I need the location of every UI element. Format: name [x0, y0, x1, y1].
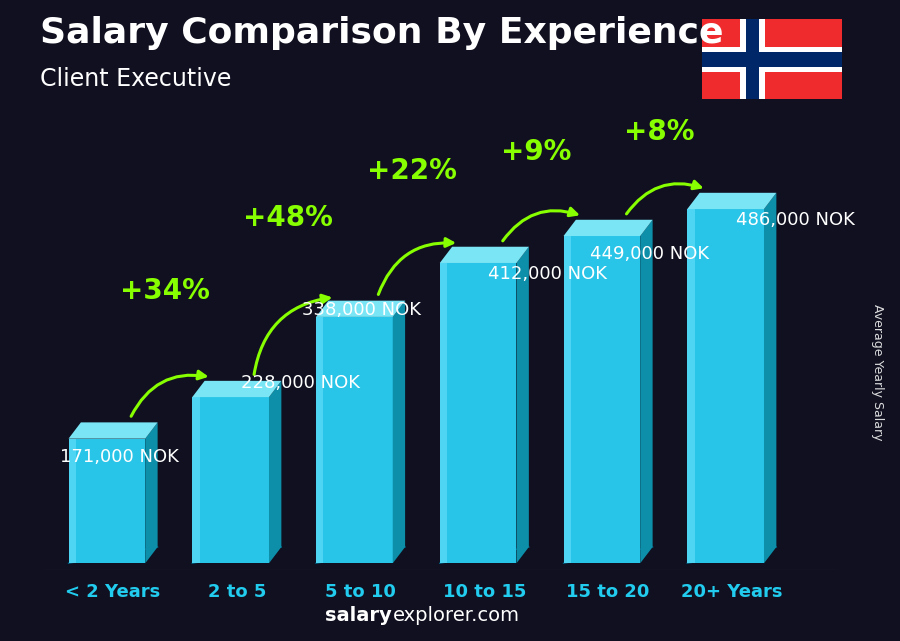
- Text: < 2 Years: < 2 Years: [66, 583, 161, 601]
- Polygon shape: [688, 209, 695, 563]
- Polygon shape: [68, 422, 158, 438]
- Text: 412,000 NOK: 412,000 NOK: [488, 265, 607, 283]
- Polygon shape: [688, 209, 764, 563]
- Text: 10 to 15: 10 to 15: [443, 583, 526, 601]
- Text: Average Yearly Salary: Average Yearly Salary: [871, 304, 884, 440]
- Text: +9%: +9%: [500, 138, 571, 165]
- FancyArrowPatch shape: [626, 181, 700, 214]
- Polygon shape: [193, 397, 200, 563]
- Text: 2 to 5: 2 to 5: [208, 583, 266, 601]
- Bar: [746, 19, 759, 99]
- Text: +34%: +34%: [120, 277, 210, 305]
- Polygon shape: [392, 301, 405, 563]
- Polygon shape: [688, 193, 777, 209]
- Bar: [702, 52, 842, 67]
- Polygon shape: [193, 381, 282, 397]
- Polygon shape: [269, 381, 282, 563]
- Text: 15 to 20: 15 to 20: [566, 583, 650, 601]
- Polygon shape: [440, 247, 529, 263]
- Text: +22%: +22%: [367, 157, 457, 185]
- FancyArrowPatch shape: [378, 238, 453, 294]
- Polygon shape: [440, 263, 517, 563]
- Polygon shape: [193, 397, 269, 563]
- Text: 20+ Years: 20+ Years: [681, 583, 783, 601]
- Text: 5 to 10: 5 to 10: [325, 583, 396, 601]
- Polygon shape: [316, 317, 323, 563]
- Polygon shape: [68, 438, 145, 563]
- FancyArrowPatch shape: [503, 208, 577, 241]
- Polygon shape: [440, 263, 447, 563]
- Text: 486,000 NOK: 486,000 NOK: [735, 211, 854, 229]
- Polygon shape: [145, 422, 158, 563]
- Text: Salary Comparison By Experience: Salary Comparison By Experience: [40, 16, 724, 50]
- FancyArrowPatch shape: [131, 371, 205, 416]
- Text: 449,000 NOK: 449,000 NOK: [590, 245, 708, 263]
- FancyArrowPatch shape: [254, 296, 329, 374]
- Text: salary: salary: [325, 606, 392, 625]
- Polygon shape: [563, 236, 571, 563]
- Polygon shape: [563, 236, 640, 563]
- Text: +8%: +8%: [625, 118, 695, 146]
- Text: Client Executive: Client Executive: [40, 67, 232, 91]
- Text: explorer.com: explorer.com: [393, 606, 520, 625]
- Text: 228,000 NOK: 228,000 NOK: [240, 374, 359, 392]
- Text: 171,000 NOK: 171,000 NOK: [59, 447, 179, 466]
- Polygon shape: [517, 247, 529, 563]
- Polygon shape: [68, 438, 76, 563]
- Bar: [740, 19, 765, 99]
- Polygon shape: [316, 301, 405, 317]
- Bar: [702, 47, 842, 72]
- Polygon shape: [316, 317, 392, 563]
- Polygon shape: [563, 220, 652, 236]
- Text: 338,000 NOK: 338,000 NOK: [302, 301, 421, 319]
- Polygon shape: [640, 220, 652, 563]
- Polygon shape: [764, 193, 777, 563]
- Text: +48%: +48%: [243, 204, 333, 232]
